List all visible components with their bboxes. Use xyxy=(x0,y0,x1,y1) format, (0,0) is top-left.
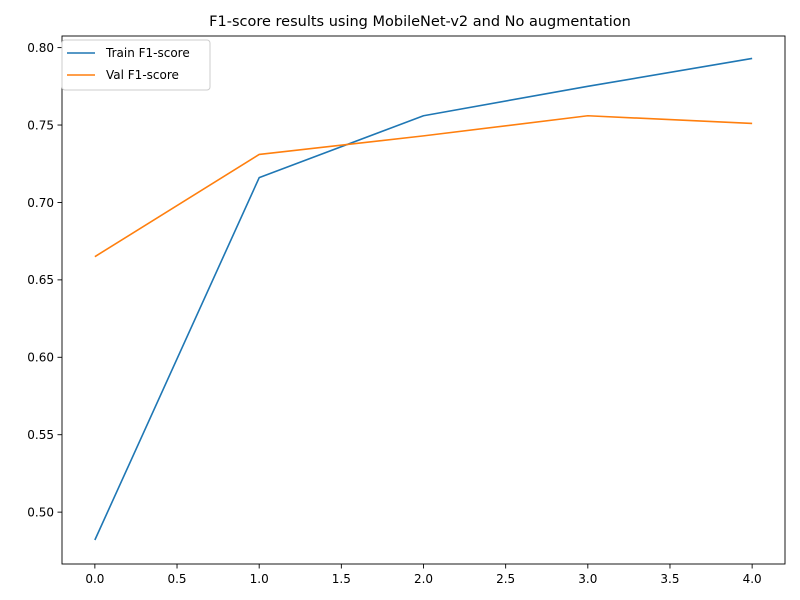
y-tick-label: 0.55 xyxy=(27,428,54,442)
x-tick-label: 0.5 xyxy=(167,572,186,586)
series-line-train xyxy=(94,57,753,541)
x-tick-label: 2.0 xyxy=(414,572,433,586)
legend-box xyxy=(61,39,211,91)
y-tick-label: 0.80 xyxy=(27,41,54,55)
x-tick-label: 1.5 xyxy=(332,572,351,586)
y-tick-label: 0.65 xyxy=(27,273,54,287)
x-tick-label: 4.0 xyxy=(743,572,762,586)
series-line-val xyxy=(94,114,753,258)
legend-label-train: Train F1-score xyxy=(105,46,190,60)
y-tick-label: 0.60 xyxy=(27,351,54,365)
legend-label-val: Val F1-score xyxy=(106,68,179,82)
x-tick-label: 2.5 xyxy=(496,572,515,586)
chart-title: F1-score results using MobileNet-v2 and … xyxy=(209,14,631,30)
plot-frame xyxy=(61,35,786,565)
y-tick-label: 0.70 xyxy=(27,196,54,210)
x-tick-label: 0.0 xyxy=(85,572,104,586)
y-tick-label: 0.75 xyxy=(27,118,54,132)
y-tick-label: 0.50 xyxy=(27,505,54,519)
x-tick-label: 1.0 xyxy=(250,572,269,586)
x-tick-label: 3.0 xyxy=(578,572,597,586)
series-layer xyxy=(94,57,753,541)
x-tick-label: 3.5 xyxy=(660,572,679,586)
ticks-layer: 0.0 0.5 1.0 1.5 2.0 2.5 3.0 3.5 4.0 0.50 0.55 0.60 0… xyxy=(27,41,761,586)
legend: Train F1-score Val F1-score xyxy=(61,39,211,91)
